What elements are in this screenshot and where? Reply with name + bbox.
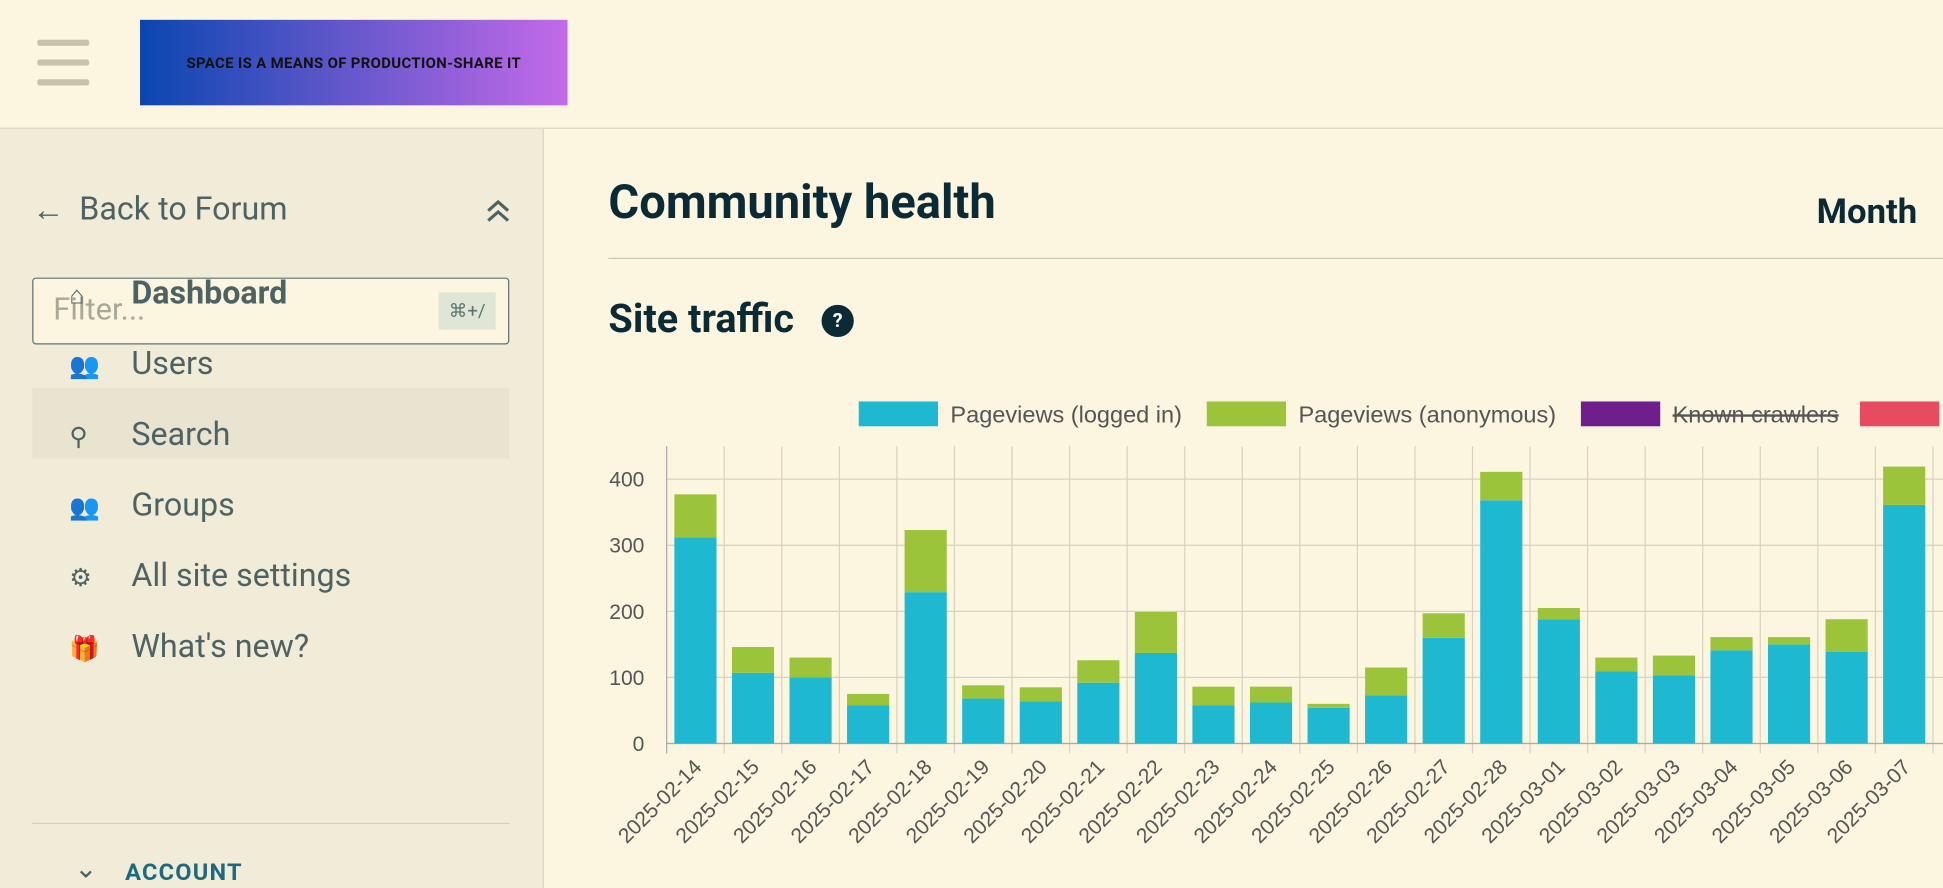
- legend-swatch: [1859, 401, 1940, 427]
- bar-segment: [1595, 657, 1638, 672]
- nav-item[interactable]: Users: [131, 345, 214, 383]
- bar-segment: [1307, 707, 1350, 744]
- bar-segment: [1192, 705, 1235, 744]
- nav-icon: ⌂: [69, 280, 85, 310]
- nav-item[interactable]: Search: [131, 416, 231, 454]
- bar-segment: [1883, 466, 1926, 505]
- bar-segment: [1365, 695, 1408, 744]
- bar-segment: [1652, 675, 1696, 744]
- active-item: [32, 387, 510, 459]
- legend-swatch: [1580, 401, 1661, 427]
- bar-segment: [1365, 667, 1408, 696]
- y-tick-label: 100: [609, 667, 644, 690]
- legend-label: Known crawlers: [1673, 402, 1839, 428]
- y-tick-label: 200: [609, 601, 644, 624]
- bar-segment: [1249, 702, 1293, 744]
- back-link[interactable]: Back to Forum: [79, 190, 288, 229]
- header: SPACE IS A MEANS OF PRODUCTION-SHARE IT: [0, 0, 1943, 129]
- bar-segment: [674, 537, 717, 744]
- y-tick-label: 300: [609, 535, 644, 558]
- y-tick-label: 0: [633, 733, 645, 756]
- bar-segment: [847, 705, 890, 744]
- legend-swatch: [1206, 401, 1287, 427]
- bar-segment: [1652, 655, 1696, 676]
- legend-label: Pageviews (logged in): [950, 402, 1182, 428]
- bar-segment: [1537, 608, 1580, 620]
- bar-segment: [789, 677, 832, 744]
- bar-segment: [1537, 619, 1580, 744]
- bar-segment: [1480, 500, 1523, 744]
- bar-segment: [1134, 611, 1177, 653]
- bar-segment: [1710, 637, 1753, 651]
- sidebar: ← Back to Forum Filter... ⌘+/ ⌄ ACCOUNT …: [0, 128, 544, 888]
- page-title: Community health: [608, 175, 996, 231]
- bar-segment: [847, 693, 890, 706]
- bar-segment: [731, 672, 775, 744]
- help-icon[interactable]: ?: [821, 304, 854, 338]
- period[interactable]: Month: [1816, 190, 1918, 232]
- bar-segment: [1825, 651, 1868, 744]
- back-arrow: ←: [32, 192, 65, 230]
- bar-segment: [1134, 652, 1177, 744]
- bar-segment: [1307, 703, 1350, 708]
- filter-placeholder: Filter...: [53, 292, 146, 329]
- bar-segment: [1077, 660, 1120, 683]
- bar-segment: [962, 685, 1005, 699]
- y-tick-label: 400: [609, 469, 644, 492]
- section-label[interactable]: ACCOUNT: [125, 857, 243, 886]
- nav-item[interactable]: All site settings: [131, 557, 352, 595]
- bar-segment: [904, 592, 947, 744]
- chevron: ⌄: [74, 853, 98, 885]
- bar-segment: [1883, 504, 1926, 744]
- divider: [608, 257, 1943, 259]
- bar-segment: [1249, 686, 1293, 703]
- section-title: Site traffic: [608, 294, 795, 343]
- bar-segment: [1077, 682, 1120, 744]
- nav-icon: 🎁: [69, 633, 101, 663]
- shortcut: ⌘+/: [438, 292, 496, 330]
- logo[interactable]: SPACE IS A MEANS OF PRODUCTION-SHARE IT: [140, 19, 568, 106]
- legend-label: Pageviews (anonymous): [1298, 402, 1556, 428]
- bar-segment: [1595, 671, 1638, 744]
- nav-icon: 👥: [69, 350, 101, 381]
- bar-segment: [1480, 471, 1523, 501]
- bar-segment: [731, 647, 775, 673]
- nav-item[interactable]: What's new?: [131, 628, 310, 666]
- nav-icon: 👥: [69, 491, 101, 522]
- legend-swatch: [858, 401, 939, 427]
- nav-icon: ⚙: [69, 562, 92, 593]
- bar-segment: [1019, 701, 1062, 744]
- divider: [32, 822, 510, 825]
- nav-item[interactable]: Dashboard: [131, 275, 288, 313]
- bar-segment: [962, 698, 1005, 744]
- bar-segment: [1422, 613, 1465, 638]
- bar-segment: [1019, 687, 1062, 702]
- bar-segment: [1192, 686, 1235, 706]
- bar-segment: [674, 494, 717, 538]
- menu-icon[interactable]: [37, 39, 92, 87]
- filter-input[interactable]: Filter... ⌘+/: [32, 277, 510, 345]
- bar-segment: [1768, 637, 1811, 645]
- bar-segment: [789, 657, 832, 678]
- bar-segment: [1422, 637, 1465, 744]
- collapse-icon[interactable]: [483, 196, 513, 226]
- bar-segment: [1710, 650, 1753, 744]
- bar-segment: [1825, 619, 1868, 652]
- bar-segment: [904, 530, 947, 593]
- bar-segment: [1768, 644, 1811, 744]
- nav-icon: ⚲: [69, 421, 88, 452]
- nav-item[interactable]: Groups: [131, 486, 235, 525]
